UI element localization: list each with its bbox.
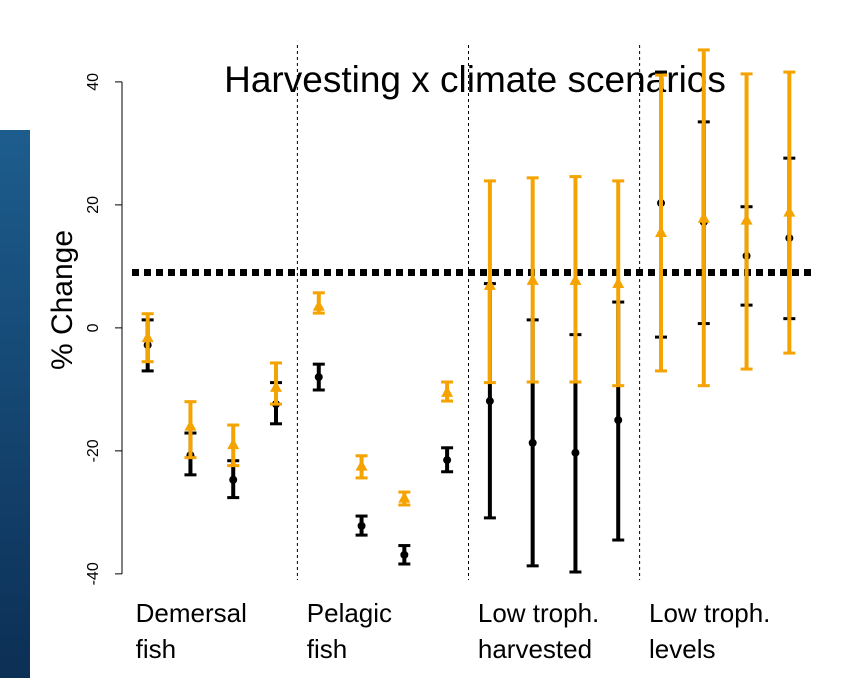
group-label: harvested [478,634,592,664]
point [398,491,411,503]
point [357,521,366,530]
y-axis-label: % Change [46,230,79,370]
point [314,373,323,382]
point [697,211,710,223]
y-tick-label: 0 [85,323,102,332]
point [485,397,494,406]
point [740,213,753,225]
group-label: fish [307,634,347,664]
group-label: Pelagic [307,598,392,628]
y-tick-label: 40 [85,73,102,91]
group-label: Low troph. [478,598,599,628]
point [355,459,368,471]
point [528,438,537,447]
y-tick-label: -20 [85,439,102,462]
point [783,205,796,217]
group-label: Low troph. [649,598,770,628]
point [184,419,197,431]
group-label: levels [649,634,715,664]
point [614,416,623,425]
point [655,225,667,237]
group-label: Demersal [136,598,247,628]
point [569,273,582,285]
point [571,448,580,457]
point [400,550,409,559]
point [483,278,496,290]
point [227,438,240,450]
point [141,331,154,343]
plot-background [30,0,851,678]
chart-title: Harvesting x climate scenarios [224,59,726,100]
point [612,276,625,288]
y-tick-label: 20 [85,196,102,214]
point [229,475,238,484]
point [270,380,282,392]
point [526,273,539,285]
point [312,299,325,311]
point [441,385,454,397]
y-tick-label: -40 [85,562,102,585]
background-panel [0,130,30,678]
point [443,456,452,465]
group-label: fish [136,634,176,664]
